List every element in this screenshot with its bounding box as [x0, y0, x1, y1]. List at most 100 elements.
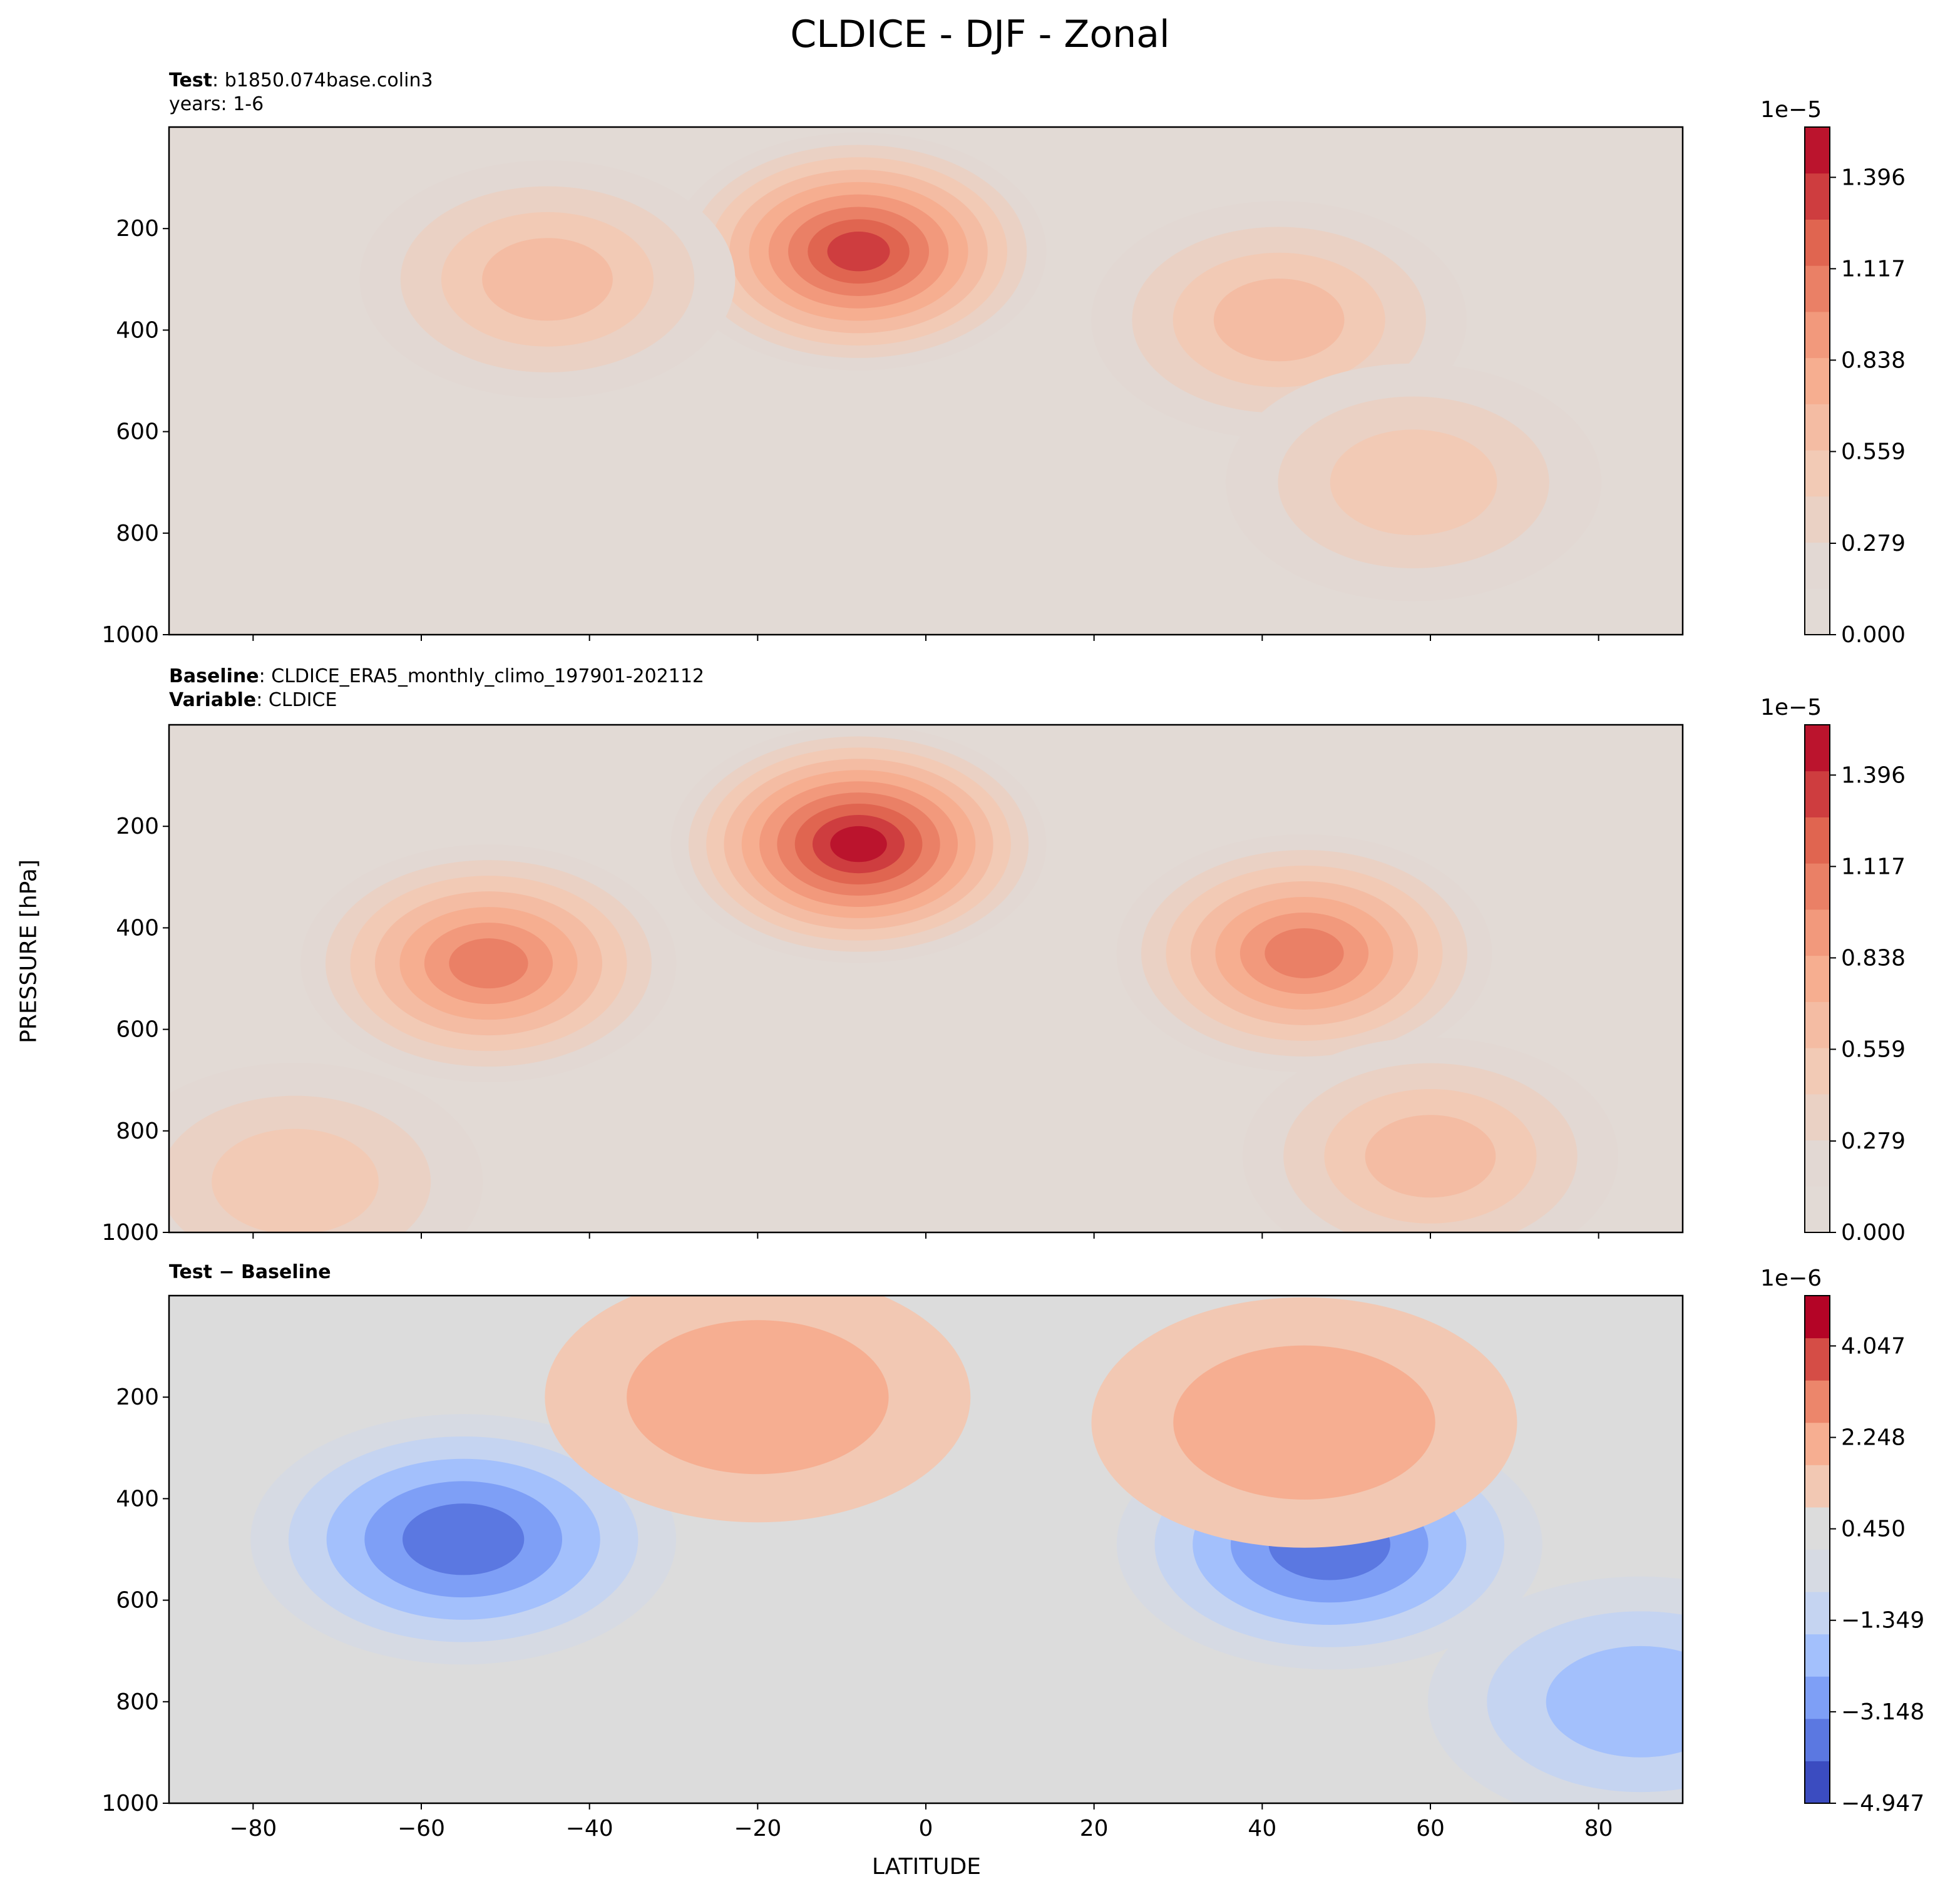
panel-3-ytick-label-600: 600: [116, 1588, 159, 1614]
panel-1-ytick-label-200: 200: [116, 216, 159, 242]
colorbar-2-exponent: 1e−5: [1760, 695, 1822, 720]
colorbar-3-segment-11: [1805, 1338, 1830, 1381]
colorbar-3-frame: [1804, 1295, 1830, 1804]
panel-2-ytick-label-800: 800: [116, 1118, 159, 1144]
colorbar-3-segment-3: [1805, 1676, 1830, 1719]
panel-3-xtick-label-20: 20: [1080, 1816, 1109, 1841]
colorbar-3-tick-label-1: −4.947: [1841, 1791, 1924, 1816]
panel-3-feature-3-band-2: [627, 1320, 889, 1475]
colorbar-1-tick-label-4: 0.838: [1841, 347, 1906, 373]
panel-1-ytick-label-800: 800: [116, 521, 159, 546]
colorbar-3: −4.947 −3.148 −1.349 0.450 2.248 4.047: [1804, 1295, 1924, 1816]
colorbar-3-segment-5: [1805, 1592, 1830, 1635]
panel-1-ytick-label-400: 400: [116, 317, 159, 343]
panel-1-label-years: years: 1-6: [169, 93, 264, 115]
panel-3-xtick-label--20: −20: [734, 1816, 781, 1841]
colorbar-2-tick-label-6: 1.396: [1841, 762, 1906, 788]
colorbar-2-segment-1: [1805, 1186, 1830, 1233]
colorbar-1-tick-label-2: 0.279: [1841, 531, 1906, 556]
panel-3-label: Test − Baseline: [169, 1261, 331, 1284]
panel-3-ytick-label-800: 800: [116, 1689, 159, 1715]
colorbar-3-segment-7: [1805, 1507, 1830, 1550]
colorbar-2-tick-label-5: 1.117: [1841, 854, 1906, 879]
panel-3-label-key: Test − Baseline: [169, 1261, 331, 1283]
panel-1-feature-4-band-3: [1330, 429, 1497, 536]
colorbar-2-segment-10: [1805, 770, 1830, 817]
panel-3-feature-5-band-3: [1546, 1646, 1683, 1758]
panel-3-xtick-label--40: −40: [566, 1816, 613, 1841]
colorbar-3-segment-8: [1805, 1465, 1830, 1508]
colorbar-3-segment-1: [1805, 1761, 1830, 1804]
colorbar-1-segment-8: [1805, 265, 1830, 312]
colorbar-2-segment-8: [1805, 863, 1830, 910]
panel-2-label: Baseline: CLDICE_ERA5_monthly_climo_1979…: [169, 665, 705, 711]
panel-3-xtick-label-80: 80: [1584, 1816, 1613, 1841]
colorbar-3-segment-2: [1805, 1718, 1830, 1761]
colorbar-2-tick-label-3: 0.559: [1841, 1037, 1906, 1062]
colorbar-2-tick-label-1: 0.000: [1841, 1220, 1906, 1246]
panel-2-contour-field: [169, 725, 1683, 1232]
panel-3-ytick-label-1000: 1000: [101, 1791, 159, 1816]
colorbar-1-segment-5: [1805, 404, 1830, 451]
colorbar-3-segment-9: [1805, 1422, 1830, 1465]
panel-3-xtick-label-0: 0: [919, 1816, 933, 1841]
colorbar-2-segment-2: [1805, 1140, 1830, 1187]
colorbar-3-segment-6: [1805, 1549, 1830, 1592]
panel-1-feature-2-band-4: [482, 238, 613, 321]
colorbar-3-tick-label-3: −1.349: [1841, 1608, 1924, 1634]
colorbar-1-tick-label-6: 1.396: [1841, 165, 1906, 190]
colorbar-3-tick-label-5: 2.248: [1841, 1425, 1906, 1451]
panel-3-xtick-label--60: −60: [398, 1816, 445, 1841]
colorbar-1-segment-11: [1805, 127, 1830, 174]
panel-1-contour-field: [169, 127, 1683, 635]
colorbar-2-frame: [1804, 724, 1830, 1233]
panel-1-ytick-label-1000: 1000: [101, 622, 159, 648]
panel-2-feature-1-band-10: [830, 826, 887, 862]
panel-1-label-value: b1850.074base.colin3: [224, 69, 433, 91]
colorbar-1-segment-10: [1805, 173, 1830, 220]
colorbar-1-tick-label-3: 0.559: [1841, 439, 1906, 464]
colorbar-1-segment-2: [1805, 542, 1830, 589]
panel-2-label-value: CLDICE_ERA5_monthly_climo_197901-202112: [271, 665, 705, 687]
colorbar-1-segment-4: [1805, 450, 1830, 497]
panel-2-feature-4-band-3: [212, 1129, 379, 1232]
panel-3-ytick-label-400: 400: [116, 1486, 159, 1512]
colorbar-1-segment-7: [1805, 311, 1830, 359]
colorbar-2-segment-4: [1805, 1048, 1830, 1095]
figure-title: CLDICE - DJF - Zonal: [790, 13, 1170, 56]
panel-2-label-key: Baseline: [169, 665, 259, 687]
colorbar-1: 0.000 0.279 0.559 0.838 1.117 1.396: [1804, 126, 1906, 648]
colorbar-1-segment-1: [1805, 588, 1830, 635]
colorbar-2-segment-3: [1805, 1093, 1830, 1141]
colorbar-1-exponent: 1e−5: [1760, 97, 1822, 123]
panel-2-ytick-label-400: 400: [116, 915, 159, 941]
panel-2-feature-5-band-4: [1365, 1115, 1496, 1198]
colorbar-2: 0.000 0.279 0.559 0.838 1.117 1.396: [1804, 724, 1906, 1246]
panel-2-feature-2-band-7: [449, 938, 528, 989]
colorbar-1-frame: [1804, 126, 1830, 635]
colorbar-3-segment-12: [1805, 1296, 1830, 1339]
panel-2-ytick-label-200: 200: [116, 814, 159, 839]
colorbar-2-segment-5: [1805, 1001, 1830, 1048]
x-axis-label: LATITUDE: [871, 1854, 982, 1880]
colorbar-1-tick-label-5: 1.117: [1841, 256, 1906, 282]
panel-1: 200 400 600 800 1000: [101, 126, 1684, 648]
colorbar-1-segment-9: [1805, 219, 1830, 266]
panel-1-label: Test: b1850.074base.colin3 years: 1-6: [169, 69, 433, 115]
panel-3-contour-field: [169, 1296, 1683, 1803]
colorbar-2-segment-11: [1805, 725, 1830, 772]
panel-2-ytick-label-1000: 1000: [101, 1220, 159, 1246]
panel-2: 200 400 600 800 1000: [101, 724, 1684, 1246]
colorbar-1-tick-label-1: 0.000: [1841, 622, 1906, 648]
panel-3-xtick-label--80: −80: [229, 1816, 277, 1841]
panel-3-xtick-label-40: 40: [1248, 1816, 1276, 1841]
colorbar-2-tick-label-2: 0.279: [1841, 1129, 1906, 1154]
panel-3-feature-1-band-5: [403, 1503, 525, 1575]
panel-2-ytick-label-600: 600: [116, 1017, 159, 1043]
panel-1-feature-3-band-4: [1213, 279, 1345, 362]
colorbar-3-segment-4: [1805, 1634, 1830, 1677]
panel-3: 200 400 600 800 1000 −80 −60 −40 −20 0 20 40 60 80: [101, 1294, 1684, 1841]
colorbar-3-exponent: 1e−6: [1760, 1266, 1822, 1291]
